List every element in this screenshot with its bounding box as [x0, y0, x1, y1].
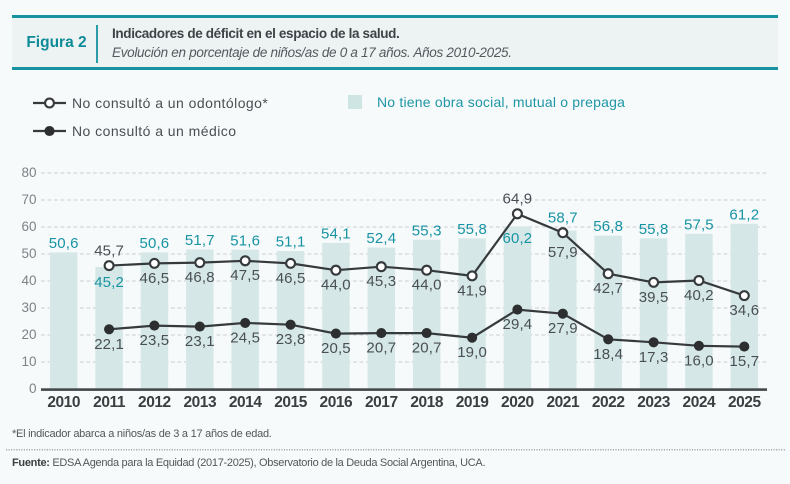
svg-text:40,2: 40,2: [684, 287, 714, 304]
svg-text:23,8: 23,8: [276, 331, 306, 348]
svg-text:15,7: 15,7: [729, 353, 759, 370]
svg-text:55,3: 55,3: [412, 222, 442, 239]
svg-text:20: 20: [21, 327, 36, 342]
svg-text:40: 40: [21, 273, 36, 288]
svg-text:61,2: 61,2: [729, 206, 759, 223]
svg-text:60,2: 60,2: [503, 230, 533, 247]
svg-text:2012: 2012: [138, 394, 171, 411]
svg-text:17,3: 17,3: [639, 349, 669, 366]
svg-text:16,0: 16,0: [684, 352, 714, 369]
svg-text:2019: 2019: [456, 394, 490, 411]
svg-text:2023: 2023: [637, 394, 671, 411]
svg-text:44,0: 44,0: [321, 277, 351, 294]
svg-text:39,5: 39,5: [639, 289, 669, 306]
svg-text:2016: 2016: [320, 394, 354, 411]
svg-text:2010: 2010: [47, 394, 80, 411]
svg-text:55,8: 55,8: [457, 221, 487, 238]
svg-text:70: 70: [21, 192, 36, 207]
svg-text:50: 50: [21, 246, 36, 261]
svg-text:24,5: 24,5: [230, 329, 260, 346]
svg-text:42,7: 42,7: [593, 280, 623, 297]
svg-text:52,4: 52,4: [366, 230, 396, 247]
svg-text:2022: 2022: [592, 394, 625, 411]
svg-text:64,9: 64,9: [503, 191, 533, 208]
svg-text:2017: 2017: [365, 394, 398, 411]
svg-text:46,8: 46,8: [185, 269, 215, 286]
svg-text:2013: 2013: [183, 394, 217, 411]
svg-text:50,6: 50,6: [49, 235, 79, 252]
svg-text:0: 0: [29, 381, 37, 396]
svg-text:20,7: 20,7: [366, 340, 396, 357]
svg-text:18,4: 18,4: [593, 346, 623, 363]
svg-text:34,6: 34,6: [729, 302, 759, 319]
svg-text:22,1: 22,1: [94, 336, 124, 353]
svg-text:23,1: 23,1: [185, 333, 215, 350]
svg-text:2014: 2014: [229, 394, 263, 411]
svg-text:20,7: 20,7: [412, 340, 442, 357]
svg-text:51,6: 51,6: [230, 232, 260, 249]
svg-text:2024: 2024: [683, 394, 717, 411]
svg-text:2021: 2021: [546, 394, 580, 411]
svg-text:2020: 2020: [501, 394, 534, 411]
svg-text:20,5: 20,5: [321, 340, 351, 357]
svg-text:2015: 2015: [274, 394, 308, 411]
svg-text:50,6: 50,6: [140, 235, 170, 252]
svg-text:46,5: 46,5: [276, 270, 306, 287]
svg-text:80: 80: [21, 165, 36, 180]
svg-text:58,7: 58,7: [548, 210, 578, 227]
svg-text:30: 30: [21, 300, 36, 315]
svg-text:23,5: 23,5: [140, 332, 170, 349]
svg-text:2011: 2011: [93, 394, 126, 411]
svg-text:57,9: 57,9: [548, 244, 578, 261]
svg-text:2018: 2018: [410, 394, 444, 411]
svg-text:27,9: 27,9: [548, 320, 578, 337]
svg-text:29,4: 29,4: [503, 316, 533, 333]
svg-text:46,5: 46,5: [140, 270, 170, 287]
svg-text:45,3: 45,3: [366, 273, 396, 290]
svg-text:45,7: 45,7: [94, 243, 124, 260]
svg-text:47,5: 47,5: [230, 267, 260, 284]
svg-text:10: 10: [21, 354, 36, 369]
svg-text:51,7: 51,7: [185, 232, 215, 249]
svg-text:55,8: 55,8: [639, 221, 669, 238]
svg-text:2025: 2025: [728, 394, 762, 411]
svg-text:57,5: 57,5: [684, 216, 714, 233]
svg-text:56,8: 56,8: [593, 218, 623, 235]
svg-text:45,2: 45,2: [94, 274, 124, 291]
svg-text:60: 60: [21, 219, 36, 234]
svg-text:44,0: 44,0: [412, 277, 442, 294]
svg-text:41,9: 41,9: [457, 282, 487, 299]
svg-text:19,0: 19,0: [457, 344, 487, 361]
svg-text:54,1: 54,1: [321, 226, 351, 243]
svg-text:51,1: 51,1: [276, 234, 306, 251]
